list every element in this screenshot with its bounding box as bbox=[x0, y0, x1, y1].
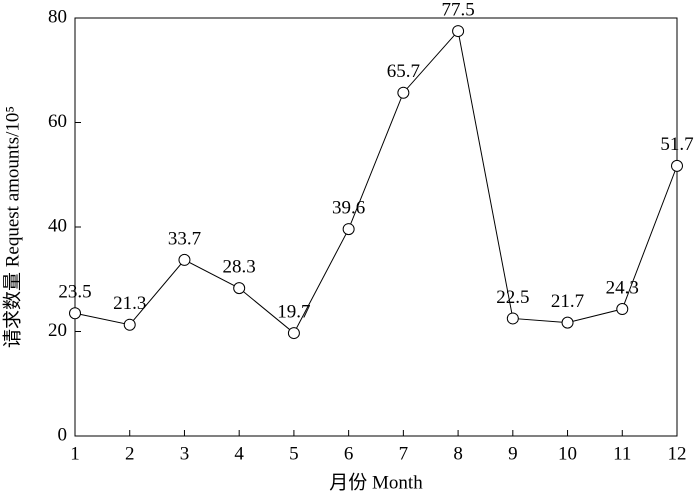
x-tick-label: 6 bbox=[344, 443, 354, 464]
data-label: 22.5 bbox=[496, 287, 529, 308]
data-point bbox=[561, 316, 574, 329]
x-tick-label: 9 bbox=[508, 443, 518, 464]
data-point bbox=[616, 303, 629, 316]
y-tick-label: 0 bbox=[58, 424, 68, 445]
x-tick-label: 4 bbox=[234, 443, 244, 464]
data-label: 28.3 bbox=[223, 256, 256, 277]
data-point bbox=[506, 312, 519, 325]
data-point bbox=[233, 282, 246, 295]
x-tick-label: 11 bbox=[613, 443, 631, 464]
y-tick-label: 40 bbox=[48, 215, 67, 236]
x-tick-label: 5 bbox=[289, 443, 299, 464]
data-point bbox=[342, 223, 355, 236]
data-label: 77.5 bbox=[441, 0, 474, 20]
y-tick-label: 20 bbox=[48, 320, 67, 341]
x-tick-label: 3 bbox=[180, 443, 190, 464]
data-label: 21.3 bbox=[113, 293, 146, 314]
x-tick-label: 8 bbox=[453, 443, 463, 464]
data-point bbox=[397, 86, 410, 99]
data-label: 19.7 bbox=[277, 301, 310, 322]
data-point bbox=[69, 307, 81, 320]
x-tick-label: 7 bbox=[399, 443, 409, 464]
y-tick-label: 60 bbox=[48, 111, 67, 132]
data-label: 24.3 bbox=[606, 277, 639, 298]
data-label: 51.7 bbox=[660, 134, 693, 155]
data-line bbox=[74, 29, 678, 334]
data-point bbox=[287, 327, 300, 340]
data-label: 23.5 bbox=[58, 282, 91, 303]
data-point bbox=[123, 318, 136, 331]
x-tick-label: 2 bbox=[125, 443, 135, 464]
data-label: 39.6 bbox=[332, 197, 365, 218]
y-tick-label: 80 bbox=[48, 6, 67, 27]
x-tick-label: 1 bbox=[70, 443, 80, 464]
data-point bbox=[452, 25, 465, 38]
data-label: 21.7 bbox=[551, 291, 584, 312]
y-axis-label: 请求数量 Request amounts/10⁵ bbox=[1, 106, 23, 348]
data-point bbox=[178, 253, 191, 266]
x-tick-label: 10 bbox=[558, 443, 577, 464]
data-point bbox=[671, 159, 683, 172]
data-label: 65.7 bbox=[387, 61, 420, 82]
x-axis-label: 月份 Month bbox=[329, 471, 423, 493]
x-tick-label: 12 bbox=[668, 443, 687, 464]
data-label: 33.7 bbox=[168, 228, 201, 249]
plot-frame bbox=[74, 17, 678, 437]
